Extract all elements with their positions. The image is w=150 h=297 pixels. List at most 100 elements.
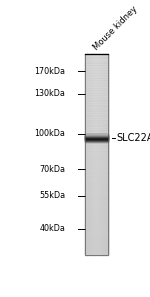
Text: Mouse kidney: Mouse kidney (92, 4, 139, 52)
Bar (85, 119, 108, 122)
Bar (85, 59, 108, 61)
Bar (86, 54, 87, 255)
Bar (85, 136, 108, 137)
Text: 170kDa: 170kDa (34, 67, 65, 76)
Bar (85, 240, 108, 243)
Bar (106, 54, 107, 255)
Bar (85, 117, 108, 119)
Text: 100kDa: 100kDa (34, 129, 65, 138)
Bar (85, 84, 108, 87)
Bar (85, 135, 108, 136)
Bar (85, 147, 108, 149)
Bar (85, 142, 108, 145)
Bar (102, 54, 103, 255)
Bar (85, 235, 108, 238)
Bar (89, 54, 90, 255)
Bar (85, 140, 108, 141)
Bar (85, 134, 108, 137)
Bar (85, 112, 108, 114)
Bar (106, 54, 107, 255)
Bar (85, 152, 108, 154)
Bar (91, 54, 92, 255)
Bar (85, 154, 108, 157)
Bar (92, 54, 93, 255)
Bar (85, 237, 108, 240)
Bar (85, 165, 108, 167)
Bar (85, 104, 108, 107)
Bar (85, 79, 108, 82)
Bar (85, 252, 108, 255)
Bar (98, 54, 99, 255)
Bar (85, 172, 108, 175)
Bar (85, 212, 108, 215)
Bar (95, 54, 96, 255)
Bar (90, 54, 91, 255)
Bar (85, 136, 108, 137)
Bar (85, 174, 108, 177)
Text: 70kDa: 70kDa (39, 165, 65, 174)
Bar (107, 54, 108, 255)
Bar (94, 54, 95, 255)
Bar (85, 138, 108, 139)
Bar (85, 102, 108, 104)
Bar (85, 207, 108, 210)
Text: 55kDa: 55kDa (39, 191, 65, 200)
Bar (85, 132, 108, 135)
Bar (100, 54, 101, 255)
Bar (85, 86, 108, 89)
Bar (85, 89, 108, 92)
Text: 40kDa: 40kDa (39, 224, 65, 233)
Bar (85, 139, 108, 142)
Bar (85, 129, 108, 132)
Bar (85, 169, 108, 172)
Bar (85, 162, 108, 165)
Bar (105, 54, 106, 255)
Bar (98, 54, 99, 255)
Bar (85, 91, 108, 94)
Bar (103, 54, 104, 255)
Bar (85, 74, 108, 77)
Text: 130kDa: 130kDa (34, 89, 65, 99)
Bar (85, 122, 108, 124)
Bar (85, 54, 108, 255)
Bar (85, 76, 108, 79)
Bar (85, 227, 108, 230)
Bar (85, 99, 108, 102)
Bar (85, 167, 108, 170)
Bar (88, 54, 89, 255)
Bar (85, 56, 108, 59)
Bar (85, 139, 108, 140)
Bar (85, 182, 108, 185)
Bar (85, 141, 108, 142)
Bar (85, 220, 108, 222)
Bar (87, 54, 88, 255)
Text: SLC22A2: SLC22A2 (116, 133, 150, 143)
Bar (107, 54, 108, 255)
Bar (93, 54, 94, 255)
Bar (85, 232, 108, 235)
Bar (85, 134, 108, 135)
Bar (103, 54, 104, 255)
Bar (85, 230, 108, 233)
Bar (85, 81, 108, 84)
Bar (85, 107, 108, 109)
Bar (85, 141, 108, 142)
Bar (85, 187, 108, 190)
Bar (85, 205, 108, 207)
Bar (85, 54, 108, 56)
Bar (85, 245, 108, 248)
Bar (85, 71, 108, 74)
Bar (85, 137, 108, 138)
Bar (85, 144, 108, 147)
Bar (85, 157, 108, 159)
Bar (85, 215, 108, 217)
Bar (86, 54, 87, 255)
Bar (85, 124, 108, 127)
Bar (85, 109, 108, 112)
Bar (85, 192, 108, 195)
Bar (85, 242, 108, 245)
Bar (85, 202, 108, 205)
Bar (102, 54, 103, 255)
Bar (85, 210, 108, 212)
Bar (85, 197, 108, 200)
